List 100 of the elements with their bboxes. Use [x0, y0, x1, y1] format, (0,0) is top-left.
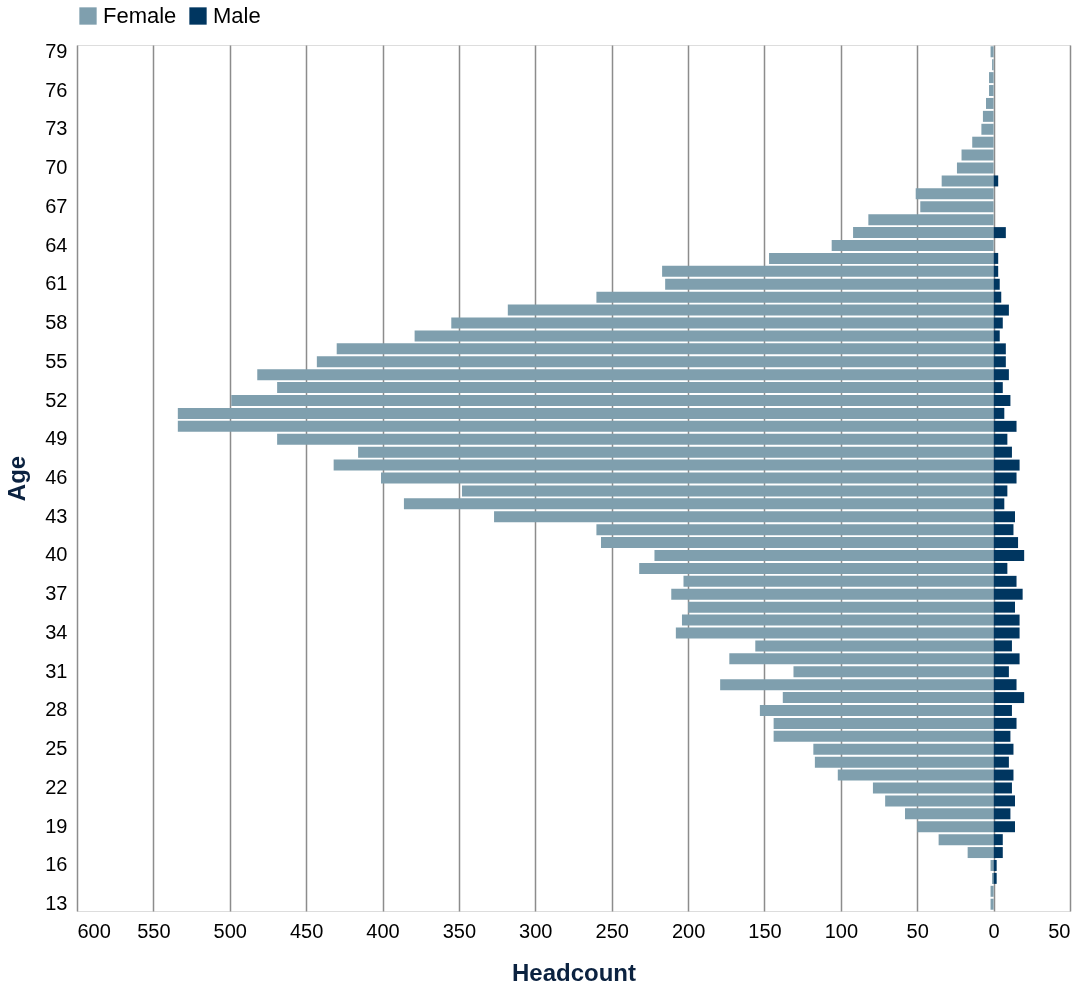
bar: [257, 369, 994, 381]
bar: [277, 382, 994, 394]
x-tick-label: 0: [988, 919, 1000, 942]
bar: [993, 446, 1012, 458]
bar: [993, 588, 1023, 600]
bar: [336, 343, 994, 355]
bar: [814, 756, 994, 768]
bar: [793, 666, 994, 678]
bar: [905, 808, 994, 820]
bar: [993, 524, 1014, 536]
bar: [596, 291, 994, 303]
bar: [665, 278, 994, 290]
y-tick-label: 55: [45, 349, 68, 372]
bar: [993, 821, 1015, 833]
bar: [993, 278, 1000, 290]
y-tick-label: 31: [45, 659, 68, 682]
x-tick-label: 600: [77, 919, 111, 942]
bar: [989, 72, 994, 84]
bar: [782, 692, 994, 704]
bar: [381, 472, 994, 484]
x-tick-label: 50: [1048, 919, 1071, 942]
y-tick-label: 52: [45, 388, 68, 411]
bar: [993, 369, 1009, 381]
bar: [993, 472, 1017, 484]
legend-label: Male: [213, 3, 261, 28]
bar: [993, 433, 1008, 445]
bar: [961, 149, 994, 161]
bar: [993, 601, 1015, 613]
bar: [938, 834, 994, 846]
bar: [993, 395, 1011, 406]
bar: [316, 356, 994, 368]
y-tick-label: 25: [45, 737, 68, 760]
bar: [601, 537, 994, 549]
bar: [683, 575, 994, 587]
bar: [358, 446, 994, 458]
bar: [990, 46, 994, 58]
bar: [993, 291, 1002, 303]
y-tick-label: 64: [45, 233, 68, 256]
bar: [773, 717, 994, 729]
bar: [993, 485, 1008, 497]
x-tick-label: 550: [137, 919, 171, 942]
bar: [993, 407, 1005, 419]
y-tick-label: 22: [45, 775, 68, 798]
bar: [989, 85, 994, 97]
bar: [507, 304, 994, 316]
y-tick-label: 79: [45, 39, 68, 62]
bar: [596, 524, 994, 536]
bar: [231, 395, 994, 406]
bar: [177, 407, 994, 419]
bar: [993, 847, 1003, 859]
x-tick-label: 200: [671, 919, 706, 942]
bar: [981, 123, 994, 135]
y-tick-label: 13: [45, 892, 68, 915]
y-tick-label: 73: [45, 117, 68, 140]
bar: [333, 459, 994, 471]
bar: [755, 640, 994, 652]
y-tick-label: 34: [45, 620, 68, 643]
x-tick-label: 300: [519, 919, 553, 942]
bar: [993, 808, 1011, 820]
bar: [993, 562, 1008, 574]
bar: [915, 188, 994, 200]
bar: [993, 756, 1009, 768]
bar: [993, 640, 1012, 652]
bar: [993, 704, 1012, 716]
bar: [720, 679, 994, 691]
bar: [769, 252, 994, 264]
bar: [993, 511, 1015, 523]
bar: [654, 550, 994, 561]
bar: [729, 653, 994, 665]
bar: [277, 433, 994, 445]
legend-label: Female: [103, 3, 177, 28]
bar: [662, 265, 994, 277]
bar: [993, 498, 1005, 510]
y-tick-label: 61: [45, 272, 68, 295]
x-tick-label: 100: [824, 919, 859, 942]
bar: [993, 537, 1019, 549]
y-tick-label: 49: [45, 427, 68, 450]
bar: [993, 575, 1017, 587]
bar: [993, 227, 1006, 239]
bar: [461, 485, 994, 497]
bar: [688, 601, 994, 613]
bar: [885, 795, 994, 807]
x-tick-label: 350: [442, 919, 477, 942]
y-tick-label: 76: [45, 78, 68, 101]
bar: [993, 356, 1006, 368]
x-tick-label: 500: [213, 919, 247, 942]
bar: [671, 588, 994, 600]
bar: [990, 885, 994, 897]
bar: [982, 110, 994, 122]
y-tick-label: 67: [45, 194, 68, 217]
bar: [868, 214, 994, 226]
y-tick-label: 46: [45, 466, 68, 488]
x-tick-label: 250: [595, 919, 629, 942]
bar: [993, 550, 1025, 561]
bar: [177, 420, 994, 432]
bar: [831, 240, 994, 252]
bar: [993, 343, 1006, 355]
bar: [494, 511, 994, 523]
bar: [917, 821, 994, 833]
bar: [993, 304, 1009, 316]
